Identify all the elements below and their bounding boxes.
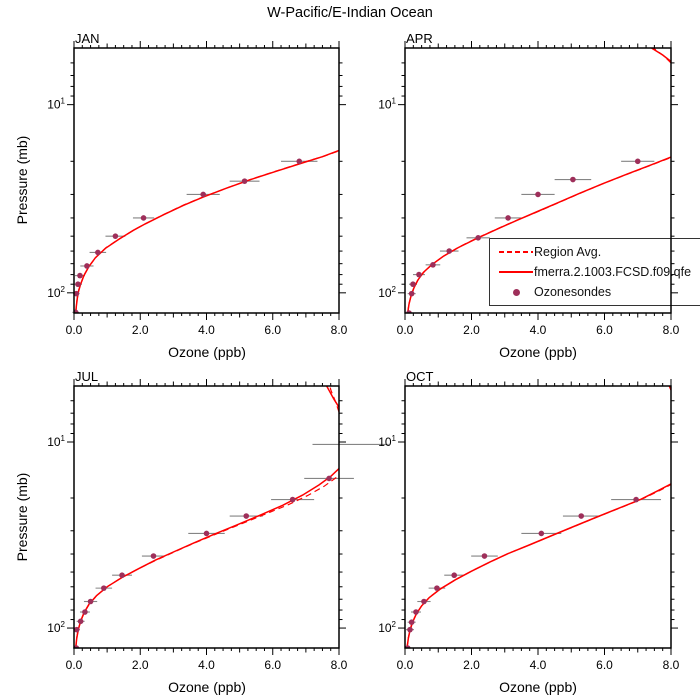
legend-label: Ozonesondes <box>534 285 612 299</box>
panel-axes <box>67 379 346 655</box>
solid-line-icon <box>499 271 533 273</box>
sonde-error-bars <box>72 160 318 313</box>
x-tick-label: 4.0 <box>198 658 215 672</box>
curve-model <box>74 149 339 313</box>
tick-labels: 0.0 2.0 4.0 6.0 8.0 101 102 <box>47 97 347 337</box>
x-tick-label: 0.0 <box>66 658 83 672</box>
x-tick-label: 8.0 <box>663 323 680 337</box>
x-tick-label: 4.0 <box>198 323 215 337</box>
x-tick-label: 2.0 <box>132 658 149 672</box>
panel-title-APR: APR <box>406 31 433 46</box>
x-tick-label: 8.0 <box>331 323 348 337</box>
curve-region-avg <box>652 48 671 64</box>
tick-labels: 0.0 2.0 4.0 6.0 8.0 101 102 <box>47 434 347 672</box>
x-tick-label: 6.0 <box>264 323 281 337</box>
x-tick-label: 6.0 <box>596 323 613 337</box>
y-tick-label: 102 <box>47 285 65 300</box>
y-tick-label: 101 <box>47 97 65 112</box>
x-tick-label: 0.0 <box>397 323 414 337</box>
curve-region-avg <box>75 150 339 313</box>
x-tick-label: 6.0 <box>264 658 281 672</box>
x-tick-label: 2.0 <box>463 658 480 672</box>
x-tick-label: 2.0 <box>463 323 480 337</box>
x-tick-label: 8.0 <box>331 658 348 672</box>
page-title: W-Pacific/E-Indian Ocean <box>267 5 433 21</box>
curve-model <box>326 386 339 408</box>
x-tick-label: 8.0 <box>663 658 680 672</box>
curve-model <box>651 48 671 63</box>
y-tick-label: 102 <box>378 620 396 635</box>
y-tick-label: 101 <box>378 434 396 449</box>
curve-model <box>74 468 339 648</box>
x-tick-label: 4.0 <box>530 658 547 672</box>
x-axis-label-oct: Ozone (ppb) <box>499 679 577 695</box>
sonde-error-bars <box>404 499 662 649</box>
curve-region-avg <box>329 386 339 413</box>
panel-title-JUL: JUL <box>75 369 98 384</box>
sonde-error-bars <box>73 443 389 649</box>
panel-axes <box>398 379 678 655</box>
tick-labels: 0.0 2.0 4.0 6.0 8.0 101 102 <box>378 434 679 672</box>
curve-model <box>668 386 671 391</box>
sonde-dots <box>74 158 303 313</box>
y-tick-label: 101 <box>378 97 396 112</box>
x-axis-label-jan: Ozone (ppb) <box>168 344 246 360</box>
x-tick-label: 4.0 <box>530 323 547 337</box>
panel-OCT: 0.0 2.0 4.0 6.0 8.0 101 102 OCT <box>378 369 679 672</box>
curve-model <box>406 483 671 648</box>
dashed-line-icon <box>499 251 533 253</box>
y-axis-label-bottom-row: Pressure (mb) <box>14 472 30 562</box>
x-tick-label: 0.0 <box>66 323 83 337</box>
legend-item-model: fmerra.2.1003.FCSD.f09.qfe <box>499 262 700 282</box>
panel-axes <box>67 41 346 320</box>
x-tick-label: 0.0 <box>397 658 414 672</box>
legend-label: Region Avg. <box>534 245 602 259</box>
y-tick-label: 102 <box>47 620 65 635</box>
legend-item-region-avg: Region Avg. <box>499 242 700 262</box>
sonde-dots <box>74 475 332 648</box>
x-axis-label-jul: Ozone (ppb) <box>168 679 246 695</box>
sonde-dots <box>405 496 639 648</box>
curve-region-avg <box>406 483 671 648</box>
panel-JAN: 0.0 2.0 4.0 6.0 8.0 101 102 JAN <box>47 31 347 337</box>
x-tick-label: 6.0 <box>596 658 613 672</box>
y-axis-label-top-row: Pressure (mb) <box>14 135 30 225</box>
curve-region-avg <box>75 473 339 648</box>
legend: Region Avg. fmerra.2.1003.FCSD.f09.qfe O… <box>489 238 700 306</box>
legend-item-ozonesondes: Ozonesondes <box>499 282 700 302</box>
panel-JUL: 0.0 2.0 4.0 6.0 8.0 101 102 JUL <box>47 369 389 672</box>
legend-label: fmerra.2.1003.FCSD.f09.qfe <box>534 265 692 279</box>
x-axis-label-apr: Ozone (ppb) <box>499 344 577 360</box>
y-tick-label: 101 <box>47 434 65 449</box>
dot-marker-icon <box>499 288 533 296</box>
panel-title-JAN: JAN <box>75 31 100 46</box>
panel-title-OCT: OCT <box>406 369 434 384</box>
y-tick-label: 102 <box>378 285 396 300</box>
x-tick-label: 2.0 <box>132 323 149 337</box>
